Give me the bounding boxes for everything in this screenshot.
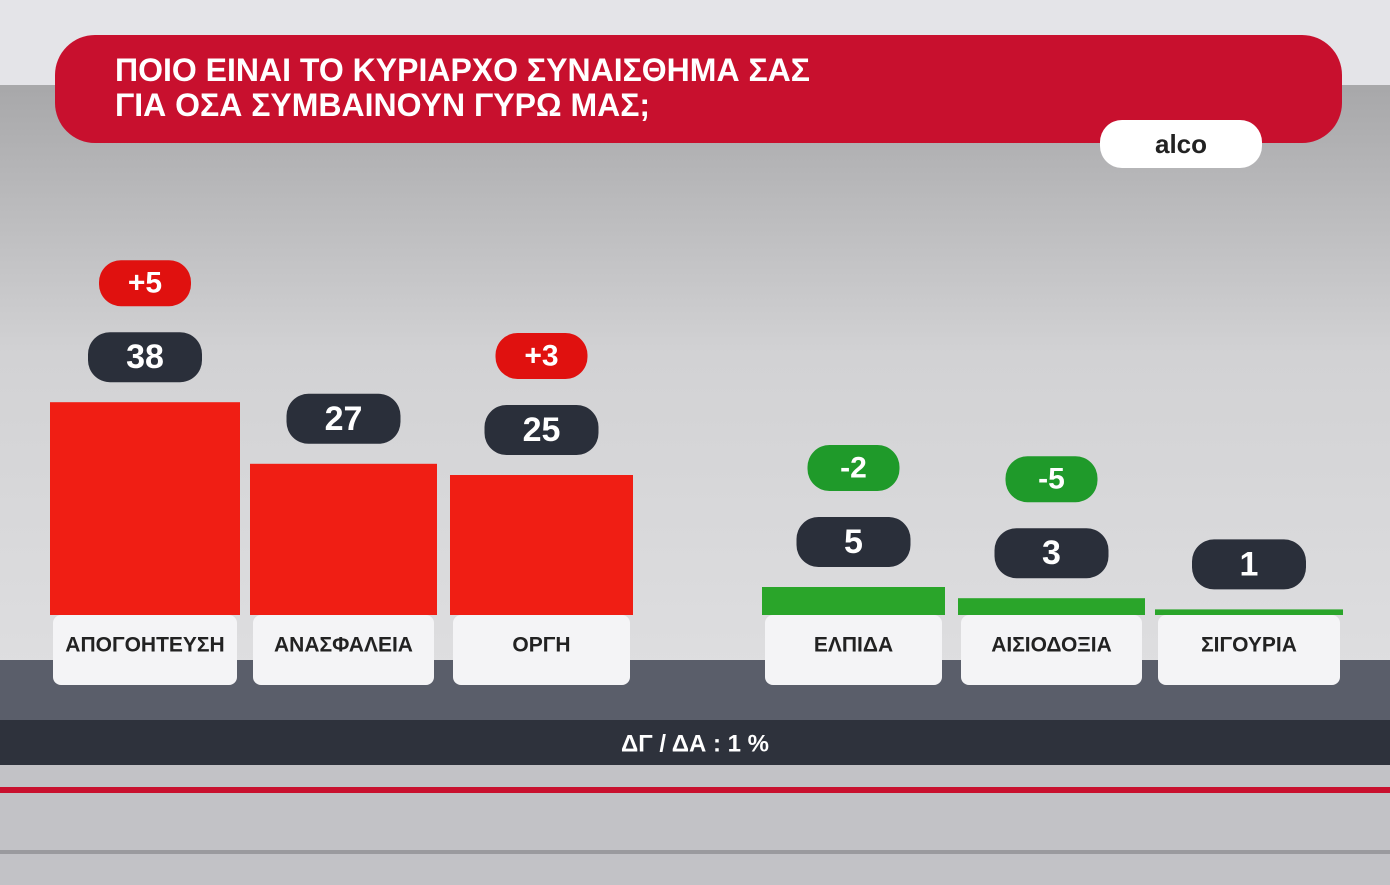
value-label: 27 [325, 400, 363, 438]
value-label: 5 [844, 523, 863, 561]
bar [1155, 609, 1343, 615]
category-box [53, 615, 237, 685]
change-pill [99, 260, 191, 307]
category-label: ΑΝΑΣΦΑΛΕΙΑ [274, 634, 413, 657]
bar [50, 402, 240, 615]
change-label: -2 [840, 452, 867, 485]
title-line: ΓΙΑ ΟΣΑ ΣΥΜΒΑΙΝΟΥΝ ΓΥΡΩ ΜΑΣ; [115, 87, 650, 123]
value-pill [286, 393, 401, 444]
category-box [961, 615, 1142, 685]
category-label: ΣΙΓΟΥΡΙΑ [1201, 634, 1297, 657]
footer-line [0, 850, 1390, 854]
value-label: 1 [1240, 545, 1259, 583]
footer-red-line [0, 787, 1390, 793]
change-pill [807, 445, 900, 491]
category-box [765, 615, 942, 685]
category-label: ΑΠΟΓΟΗΤΕΥΣΗ [65, 634, 224, 657]
category-label: ΟΡΓΗ [512, 634, 570, 657]
change-pill [1005, 456, 1098, 503]
value-label: 25 [523, 411, 561, 449]
category-box [253, 615, 434, 685]
title-banner [55, 35, 1342, 143]
title-line: ΠΟΙΟ ΕΙΝΑΙ ΤΟ ΚΥΡΙΑΡΧΟ ΣΥΝΑΙΣΘΗΜΑ ΣΑΣ [115, 52, 810, 88]
footer-lower [0, 765, 1390, 885]
bar [250, 463, 437, 615]
source-pill [1100, 120, 1262, 168]
bar [762, 587, 945, 615]
note: ΔΓ / ΔΑ : 1 % [621, 731, 769, 758]
source: alco [1155, 129, 1207, 159]
category-label: ΑΙΣΙΟΔΟΞΙΑ [991, 634, 1112, 657]
bar [958, 598, 1145, 615]
value-label: 3 [1042, 534, 1061, 572]
value-pill [994, 528, 1109, 579]
change-pill [495, 333, 588, 379]
change-label: +5 [128, 267, 162, 300]
value-pill [796, 517, 911, 567]
bar [450, 475, 633, 615]
value-pill [88, 332, 202, 383]
value-label: 38 [126, 338, 164, 376]
category-box [1158, 615, 1340, 685]
change-label: +3 [524, 340, 558, 373]
category-box [453, 615, 630, 685]
footer-band [0, 720, 1390, 765]
category-label: ΕΛΠΙΔΑ [814, 634, 893, 657]
value-pill [1192, 539, 1306, 590]
change-label: -5 [1038, 463, 1065, 496]
value-pill [484, 405, 599, 455]
